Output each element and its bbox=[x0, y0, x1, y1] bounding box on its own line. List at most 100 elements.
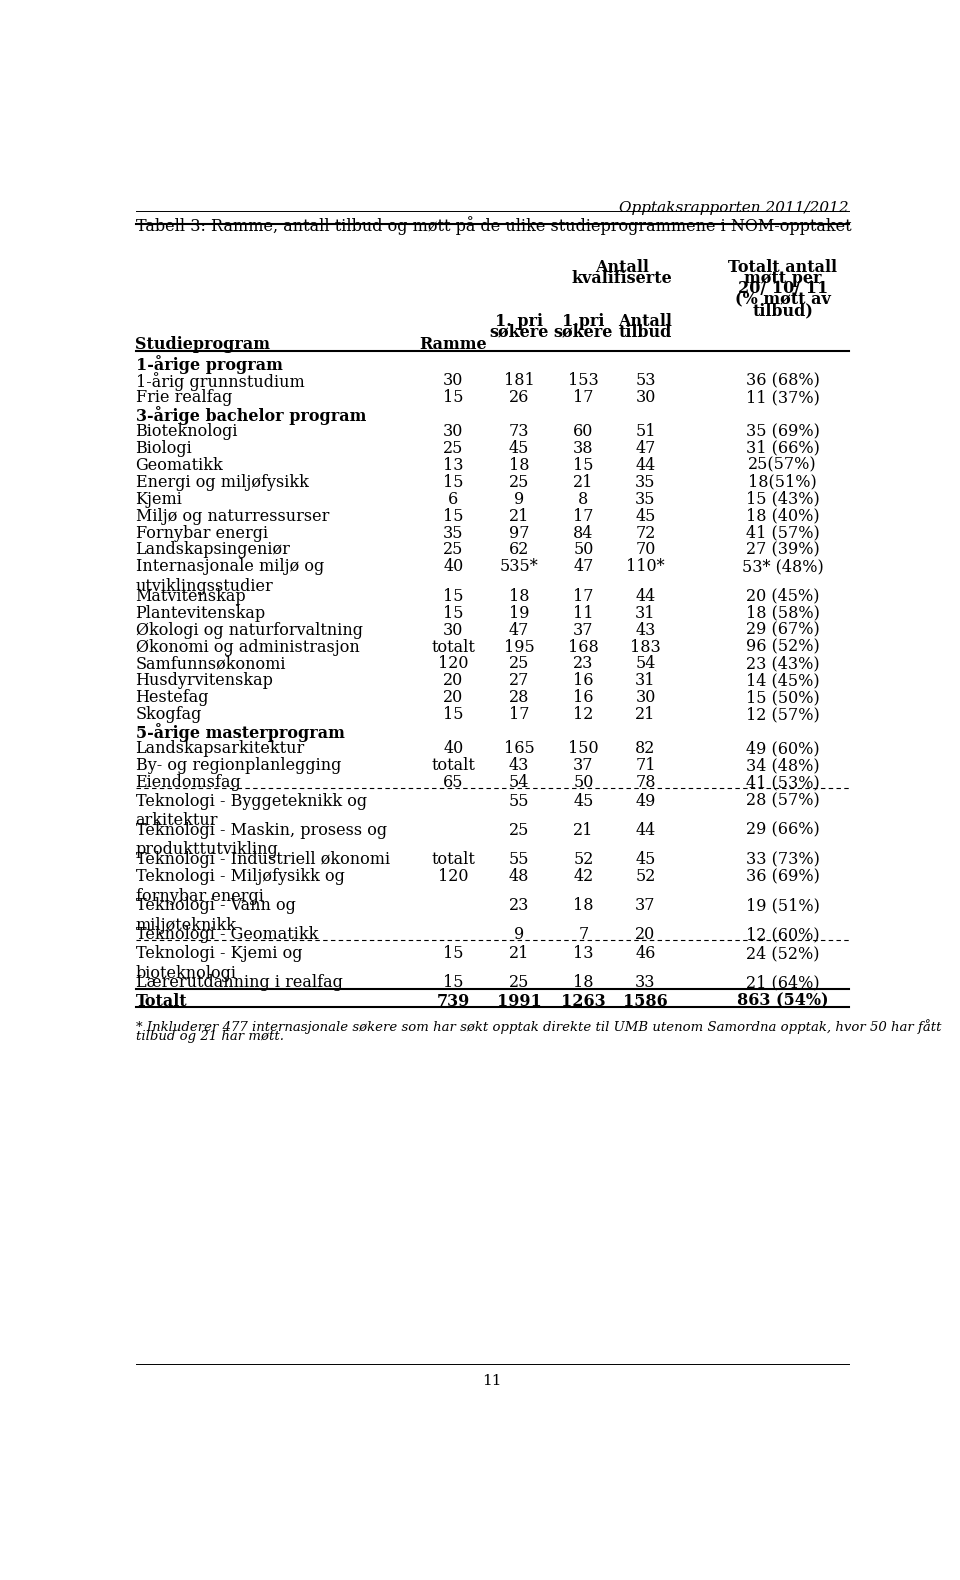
Text: Matvitenskap: Matvitenskap bbox=[135, 588, 246, 605]
Text: kvalifiserte: kvalifiserte bbox=[572, 270, 673, 286]
Text: 1586: 1586 bbox=[623, 992, 668, 1010]
Text: 27: 27 bbox=[509, 673, 529, 689]
Text: 65: 65 bbox=[443, 774, 464, 792]
Text: Skogfag: Skogfag bbox=[135, 706, 202, 724]
Text: 30: 30 bbox=[636, 689, 656, 706]
Text: 82: 82 bbox=[636, 739, 656, 757]
Text: 23: 23 bbox=[509, 897, 529, 915]
Text: 863 (54%): 863 (54%) bbox=[737, 992, 828, 1010]
Text: 6: 6 bbox=[448, 491, 458, 507]
Text: 20: 20 bbox=[444, 689, 464, 706]
Text: tilbud: tilbud bbox=[619, 324, 672, 341]
Text: 54: 54 bbox=[636, 656, 656, 673]
Text: 96 (52%): 96 (52%) bbox=[746, 638, 820, 656]
Text: 8: 8 bbox=[578, 491, 588, 507]
Text: 30: 30 bbox=[444, 621, 464, 638]
Text: 21: 21 bbox=[636, 706, 656, 724]
Text: Landskapsarkitektur: Landskapsarkitektur bbox=[135, 739, 304, 757]
Text: 19: 19 bbox=[509, 605, 529, 621]
Text: 15: 15 bbox=[573, 457, 593, 474]
Text: Lærerutdanning i realfag: Lærerutdanning i realfag bbox=[135, 975, 343, 991]
Text: 5-årige masterprogram: 5-årige masterprogram bbox=[135, 724, 345, 743]
Text: 21: 21 bbox=[509, 945, 529, 962]
Text: 52: 52 bbox=[636, 867, 656, 885]
Text: 47: 47 bbox=[636, 439, 656, 457]
Text: Landskapsingeniør: Landskapsingeniør bbox=[135, 542, 290, 558]
Text: 15: 15 bbox=[443, 474, 464, 491]
Text: 15 (50%): 15 (50%) bbox=[746, 689, 820, 706]
Text: 36 (69%): 36 (69%) bbox=[746, 867, 820, 885]
Text: 21: 21 bbox=[573, 474, 593, 491]
Text: 25: 25 bbox=[509, 975, 529, 991]
Text: 45: 45 bbox=[636, 852, 656, 867]
Text: 30: 30 bbox=[444, 371, 464, 389]
Text: Miljø og naturressurser: Miljø og naturressurser bbox=[135, 507, 329, 525]
Text: totalt: totalt bbox=[431, 852, 475, 867]
Text: 25: 25 bbox=[444, 542, 464, 558]
Text: 18 (40%): 18 (40%) bbox=[746, 507, 820, 525]
Text: 18: 18 bbox=[509, 588, 529, 605]
Text: 41 (57%): 41 (57%) bbox=[746, 525, 820, 542]
Text: 37: 37 bbox=[573, 621, 593, 638]
Text: * Inkluderer 477 internasjonale søkere som har søkt opptak direkte til UMB uteno: * Inkluderer 477 internasjonale søkere s… bbox=[135, 1019, 941, 1033]
Text: 9: 9 bbox=[514, 926, 524, 943]
Text: 15: 15 bbox=[443, 605, 464, 621]
Text: 1.pri: 1.pri bbox=[563, 313, 605, 330]
Text: 7: 7 bbox=[578, 926, 588, 943]
Text: 110*: 110* bbox=[626, 558, 664, 575]
Text: Plantevitenskap: Plantevitenskap bbox=[135, 605, 266, 621]
Text: 84: 84 bbox=[573, 525, 593, 542]
Text: 12 (57%): 12 (57%) bbox=[746, 706, 820, 724]
Text: 54: 54 bbox=[509, 774, 529, 792]
Text: 19 (51%): 19 (51%) bbox=[746, 897, 820, 915]
Text: 20: 20 bbox=[636, 926, 656, 943]
Text: Økonomi og administrasjon: Økonomi og administrasjon bbox=[135, 638, 359, 656]
Text: 55: 55 bbox=[509, 852, 529, 867]
Text: 29 (66%): 29 (66%) bbox=[746, 822, 820, 839]
Text: 40: 40 bbox=[444, 739, 464, 757]
Text: 20/ 10/ 11: 20/ 10/ 11 bbox=[737, 281, 828, 297]
Text: 25: 25 bbox=[509, 822, 529, 839]
Text: 30: 30 bbox=[636, 389, 656, 406]
Text: 15: 15 bbox=[443, 389, 464, 406]
Text: By- og regionplanlegging: By- og regionplanlegging bbox=[135, 757, 341, 774]
Text: 535*: 535* bbox=[500, 558, 539, 575]
Text: 30: 30 bbox=[444, 423, 464, 439]
Text: 12 (60%): 12 (60%) bbox=[746, 926, 820, 943]
Text: 50: 50 bbox=[573, 542, 593, 558]
Text: 49 (60%): 49 (60%) bbox=[746, 739, 820, 757]
Text: 21 (64%): 21 (64%) bbox=[746, 975, 820, 991]
Text: Teknologi - Vann og
miljøteknikk: Teknologi - Vann og miljøteknikk bbox=[135, 897, 296, 934]
Text: 45: 45 bbox=[509, 439, 529, 457]
Text: 18: 18 bbox=[573, 897, 593, 915]
Text: 42: 42 bbox=[573, 867, 593, 885]
Text: 25: 25 bbox=[509, 656, 529, 673]
Text: tilbud): tilbud) bbox=[753, 302, 813, 319]
Text: 35: 35 bbox=[636, 474, 656, 491]
Text: 70: 70 bbox=[636, 542, 656, 558]
Text: 23: 23 bbox=[573, 656, 593, 673]
Text: Økologi og naturforvaltning: Økologi og naturforvaltning bbox=[135, 621, 363, 638]
Text: 78: 78 bbox=[636, 774, 656, 792]
Text: (% møtt av: (% møtt av bbox=[734, 291, 830, 308]
Text: 62: 62 bbox=[509, 542, 529, 558]
Text: Antall: Antall bbox=[595, 259, 649, 276]
Text: Eiendomsfag: Eiendomsfag bbox=[135, 774, 241, 792]
Text: 35: 35 bbox=[636, 491, 656, 507]
Text: 44: 44 bbox=[636, 588, 656, 605]
Text: 11: 11 bbox=[482, 1375, 502, 1387]
Text: 15: 15 bbox=[443, 975, 464, 991]
Text: 17: 17 bbox=[509, 706, 529, 724]
Text: Opptaksrapporten 2011/2012: Opptaksrapporten 2011/2012 bbox=[619, 201, 849, 215]
Text: 13: 13 bbox=[443, 457, 464, 474]
Text: 45: 45 bbox=[573, 793, 593, 809]
Text: Teknologi - Byggeteknikk og
arkitektur: Teknologi - Byggeteknikk og arkitektur bbox=[135, 793, 367, 830]
Text: 3-årige bachelor program: 3-årige bachelor program bbox=[135, 406, 366, 425]
Text: 153: 153 bbox=[568, 371, 599, 389]
Text: 1. pri: 1. pri bbox=[495, 313, 543, 330]
Text: 15: 15 bbox=[443, 507, 464, 525]
Text: Teknologi - Maskin, prosess og
produkttutvikling: Teknologi - Maskin, prosess og produkttu… bbox=[135, 822, 387, 858]
Text: 31: 31 bbox=[636, 605, 656, 621]
Text: 43: 43 bbox=[509, 757, 529, 774]
Text: Totalt antall: Totalt antall bbox=[728, 259, 837, 276]
